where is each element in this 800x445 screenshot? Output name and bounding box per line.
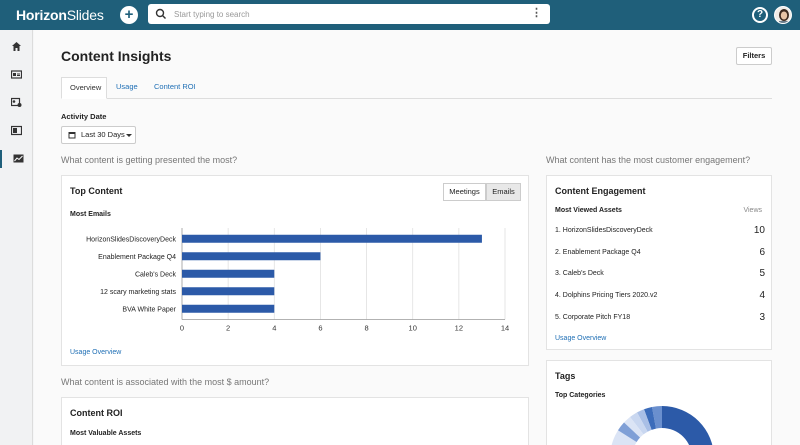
roi-subtitle: Most Valuable Assets	[70, 430, 142, 437]
chevron-down-icon	[126, 134, 132, 137]
card-title: Content ROI	[70, 408, 123, 418]
list-item[interactable]: 5. Corporate Pitch FY18 3	[555, 312, 765, 326]
card-title: Tags	[555, 371, 576, 381]
list-item[interactable]: 1. HorizonSlidesDiscoveryDeck 10	[555, 225, 765, 239]
views-column-label: Views	[743, 207, 762, 214]
asset-name: 5. Corporate Pitch FY18	[555, 314, 631, 321]
asset-views: 3	[759, 312, 765, 323]
search-icon	[155, 8, 166, 19]
calendar-icon	[68, 132, 76, 139]
top-content-card: Top Content Meetings Emails Most Emails …	[61, 175, 529, 366]
user-avatar-icon	[779, 9, 789, 23]
add-button[interactable]: +	[120, 6, 138, 24]
activity-date-dropdown[interactable]: Last 30 Days	[61, 126, 136, 144]
content-roi-card: Content ROI Most Valuable Assets	[61, 397, 529, 445]
tab-content-roi[interactable]: Content ROI	[154, 82, 196, 91]
x-tick-label: 4	[272, 324, 276, 333]
tags-donut-chart	[611, 406, 713, 445]
x-tick-label: 12	[455, 324, 463, 333]
presentation-icon	[11, 125, 22, 136]
chart-subtitle: Most Emails	[70, 211, 111, 218]
people-card-icon	[11, 97, 22, 107]
question-most-amount: What content is associated with the most…	[61, 377, 270, 387]
card-title: Top Content	[70, 186, 123, 196]
app-logo[interactable]: HorizonSlides	[16, 7, 104, 23]
tab-usage[interactable]: Usage	[116, 82, 138, 91]
asset-name: 4. Dolphins Pricing Tiers 2020.v2	[555, 292, 658, 299]
usage-overview-link[interactable]: Usage Overview	[70, 349, 122, 356]
activity-date-value: Last 30 Days	[81, 130, 125, 139]
category-label: Enablement Package Q4	[98, 254, 176, 261]
bar	[182, 234, 482, 243]
tab-bar: Overview Usage Content ROI	[61, 77, 772, 99]
category-label: 12 scary marketing stats	[100, 289, 176, 296]
top-content-chart: 0 2 4 6 8 10 12 14 HorizonSlidesDiscoveryDeck Ena…	[86, 228, 509, 333]
asset-views: 6	[759, 247, 765, 258]
toggle-emails[interactable]: Emails	[486, 183, 521, 201]
avatar[interactable]	[774, 6, 792, 24]
list-item[interactable]: 2. Enablement Package Q4 6	[555, 247, 765, 261]
asset-name: 3. Caleb's Deck	[555, 270, 604, 277]
question-most-presented: What content is getting presented the mo…	[61, 155, 238, 165]
list-item[interactable]: 4. Dolphins Pricing Tiers 2020.v2 4	[555, 290, 765, 304]
search-input[interactable]	[174, 6, 514, 22]
tags-subtitle: Top Categories	[555, 392, 606, 399]
list-item[interactable]: 3. Caleb's Deck 5	[555, 268, 765, 282]
sidebar-item-insights[interactable]	[0, 150, 33, 168]
x-tick-label: 14	[501, 324, 509, 333]
category-label: BVA White Paper	[122, 306, 176, 313]
asset-views: 4	[759, 290, 765, 301]
bar	[182, 287, 275, 296]
bar	[182, 269, 275, 278]
search-options-icon[interactable]: ⋮	[531, 7, 542, 19]
tab-overview[interactable]: Overview	[61, 77, 107, 99]
category-label: HorizonSlidesDiscoveryDeck	[86, 236, 176, 243]
search-bar[interactable]: ⋮	[148, 4, 550, 24]
sidebar-item-contacts[interactable]	[0, 66, 33, 84]
category-label: Caleb's Deck	[135, 271, 177, 278]
help-icon[interactable]: ?	[752, 7, 768, 23]
home-icon	[12, 42, 21, 51]
tags-card: Tags Top Categories	[546, 360, 772, 445]
question-most-engagement: What content has the most customer engag…	[546, 155, 751, 165]
activity-date-label: Activity Date	[61, 112, 107, 121]
x-tick-label: 6	[318, 324, 322, 333]
x-tick-label: 10	[409, 324, 417, 333]
content-engagement-card: Content Engagement Most Viewed Assets Vi…	[546, 175, 772, 350]
filters-button[interactable]: Filters	[736, 47, 772, 65]
bar	[182, 252, 321, 261]
toggle-meetings[interactable]: Meetings	[443, 183, 486, 201]
page-title: Content Insights	[61, 48, 172, 64]
top-bar: HorizonSlides + ⋮ ?	[0, 0, 800, 30]
sidebar-item-content[interactable]	[0, 122, 33, 140]
id-card-icon	[11, 70, 22, 79]
asset-name: 2. Enablement Package Q4	[555, 249, 641, 256]
engagement-subtitle: Most Viewed Assets	[555, 207, 622, 214]
bar	[182, 304, 275, 313]
sidebar	[0, 30, 33, 445]
asset-views: 5	[759, 268, 765, 279]
x-tick-label: 0	[180, 324, 184, 333]
x-tick-label: 8	[364, 324, 368, 333]
card-title: Content Engagement	[555, 186, 646, 196]
insights-icon	[13, 154, 24, 163]
x-tick-label: 2	[226, 324, 230, 333]
asset-views: 10	[753, 225, 765, 236]
asset-name: 1. HorizonSlidesDiscoveryDeck	[555, 227, 653, 234]
sidebar-item-accounts[interactable]	[0, 94, 33, 112]
sidebar-item-home[interactable]	[0, 38, 33, 56]
usage-overview-link[interactable]: Usage Overview	[555, 335, 607, 342]
